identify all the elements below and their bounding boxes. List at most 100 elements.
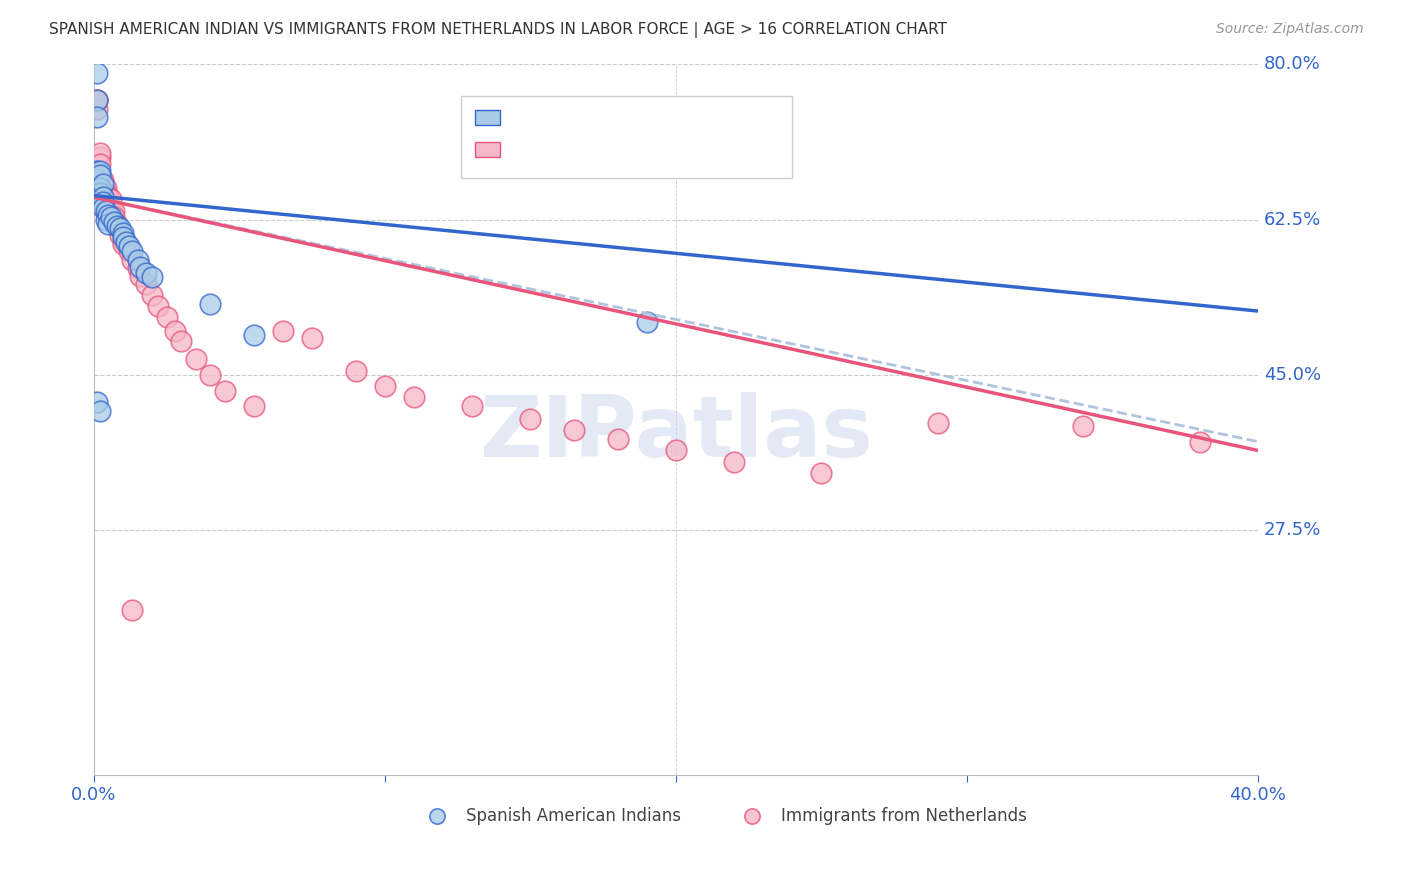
Text: 27.5%: 27.5% bbox=[1264, 522, 1322, 540]
Point bbox=[129, 260, 152, 274]
Point bbox=[200, 368, 222, 382]
Point bbox=[91, 177, 114, 191]
Point bbox=[89, 163, 111, 178]
Text: -0.207: -0.207 bbox=[569, 109, 634, 127]
Text: 62.5%: 62.5% bbox=[1264, 211, 1322, 228]
Point bbox=[86, 93, 108, 107]
Point bbox=[89, 145, 111, 160]
Text: ZIPatlas: ZIPatlas bbox=[479, 392, 873, 475]
Point bbox=[105, 219, 128, 233]
Point bbox=[91, 194, 114, 209]
Point bbox=[97, 217, 120, 231]
Point bbox=[89, 403, 111, 417]
Point bbox=[723, 455, 745, 469]
Point bbox=[112, 230, 135, 244]
Point bbox=[636, 315, 658, 329]
Point bbox=[170, 334, 193, 349]
Point bbox=[271, 324, 294, 338]
Point bbox=[135, 266, 157, 280]
Point bbox=[127, 261, 149, 276]
Point bbox=[135, 277, 157, 292]
Text: SPANISH AMERICAN INDIAN VS IMMIGRANTS FROM NETHERLANDS IN LABOR FORCE | AGE > 16: SPANISH AMERICAN INDIAN VS IMMIGRANTS FR… bbox=[49, 22, 948, 38]
Point bbox=[1188, 434, 1211, 449]
Point bbox=[108, 221, 131, 235]
Text: R =: R = bbox=[515, 140, 553, 159]
Point bbox=[112, 236, 135, 251]
Point bbox=[103, 203, 125, 218]
Point bbox=[86, 93, 108, 107]
Text: R =: R = bbox=[515, 109, 553, 127]
Point bbox=[89, 168, 111, 182]
Point bbox=[141, 288, 163, 302]
Point bbox=[86, 163, 108, 178]
Point bbox=[105, 217, 128, 231]
Point bbox=[94, 212, 117, 227]
Point bbox=[86, 172, 108, 186]
FancyBboxPatch shape bbox=[475, 142, 501, 157]
Point bbox=[214, 384, 236, 398]
FancyBboxPatch shape bbox=[475, 110, 501, 125]
Text: -0.380: -0.380 bbox=[569, 140, 634, 159]
Point bbox=[129, 268, 152, 283]
Point bbox=[112, 226, 135, 240]
Point bbox=[91, 201, 114, 215]
Point bbox=[94, 181, 117, 195]
Point bbox=[156, 310, 179, 325]
Point bbox=[301, 331, 323, 345]
Text: 45.0%: 45.0% bbox=[1264, 366, 1320, 384]
Text: Spanish American Indians: Spanish American Indians bbox=[467, 807, 682, 825]
Point bbox=[86, 66, 108, 80]
Point bbox=[89, 150, 111, 164]
Point bbox=[121, 603, 143, 617]
Text: 50: 50 bbox=[710, 140, 735, 159]
Point bbox=[97, 208, 120, 222]
Point bbox=[100, 192, 122, 206]
Point bbox=[91, 190, 114, 204]
Text: N =: N = bbox=[651, 109, 703, 127]
Point bbox=[100, 201, 122, 215]
Point bbox=[86, 394, 108, 409]
Text: Immigrants from Netherlands: Immigrants from Netherlands bbox=[780, 807, 1026, 825]
Point bbox=[108, 227, 131, 242]
Point bbox=[519, 412, 541, 426]
Text: N =: N = bbox=[651, 140, 703, 159]
Point bbox=[86, 111, 108, 125]
FancyBboxPatch shape bbox=[461, 96, 793, 178]
Point bbox=[461, 399, 484, 413]
Point bbox=[89, 156, 111, 170]
Point bbox=[184, 351, 207, 366]
Point bbox=[118, 244, 141, 258]
Point bbox=[665, 443, 688, 458]
Point bbox=[165, 324, 187, 338]
Point bbox=[402, 390, 425, 404]
Point bbox=[121, 244, 143, 258]
Text: 35: 35 bbox=[710, 109, 735, 127]
Point bbox=[103, 215, 125, 229]
Point bbox=[562, 423, 585, 437]
Point bbox=[243, 328, 266, 343]
Point bbox=[927, 416, 949, 430]
Point bbox=[91, 172, 114, 186]
Point bbox=[86, 93, 108, 107]
Point bbox=[100, 210, 122, 224]
Point bbox=[112, 233, 135, 247]
Point bbox=[146, 299, 169, 313]
Point bbox=[141, 270, 163, 285]
Point bbox=[118, 239, 141, 253]
Point bbox=[200, 297, 222, 311]
Point bbox=[344, 363, 367, 377]
Point bbox=[103, 210, 125, 224]
Point bbox=[89, 181, 111, 195]
Point bbox=[606, 432, 628, 446]
Point bbox=[89, 186, 111, 200]
Text: 80.0%: 80.0% bbox=[1264, 55, 1320, 73]
Point bbox=[374, 378, 396, 392]
Point bbox=[1071, 419, 1094, 434]
Point bbox=[127, 252, 149, 267]
Point bbox=[97, 194, 120, 209]
Point bbox=[115, 235, 138, 249]
Point bbox=[97, 190, 120, 204]
Point bbox=[94, 203, 117, 218]
Point bbox=[94, 186, 117, 200]
Point bbox=[121, 252, 143, 267]
